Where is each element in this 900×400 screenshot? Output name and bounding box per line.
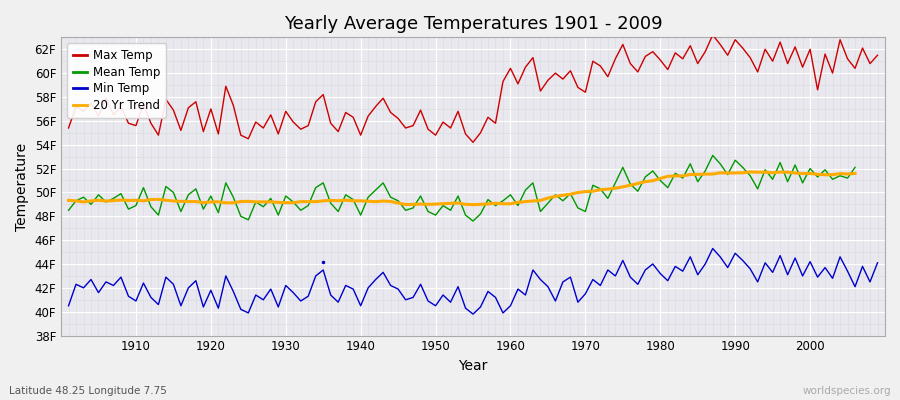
Y-axis label: Temperature: Temperature — [15, 142, 29, 230]
Text: worldspecies.org: worldspecies.org — [803, 386, 891, 396]
Legend: Max Temp, Mean Temp, Min Temp, 20 Yr Trend: Max Temp, Mean Temp, Min Temp, 20 Yr Tre… — [67, 43, 166, 118]
X-axis label: Year: Year — [458, 359, 488, 373]
Title: Yearly Average Temperatures 1901 - 2009: Yearly Average Temperatures 1901 - 2009 — [284, 15, 662, 33]
Text: Latitude 48.25 Longitude 7.75: Latitude 48.25 Longitude 7.75 — [9, 386, 166, 396]
